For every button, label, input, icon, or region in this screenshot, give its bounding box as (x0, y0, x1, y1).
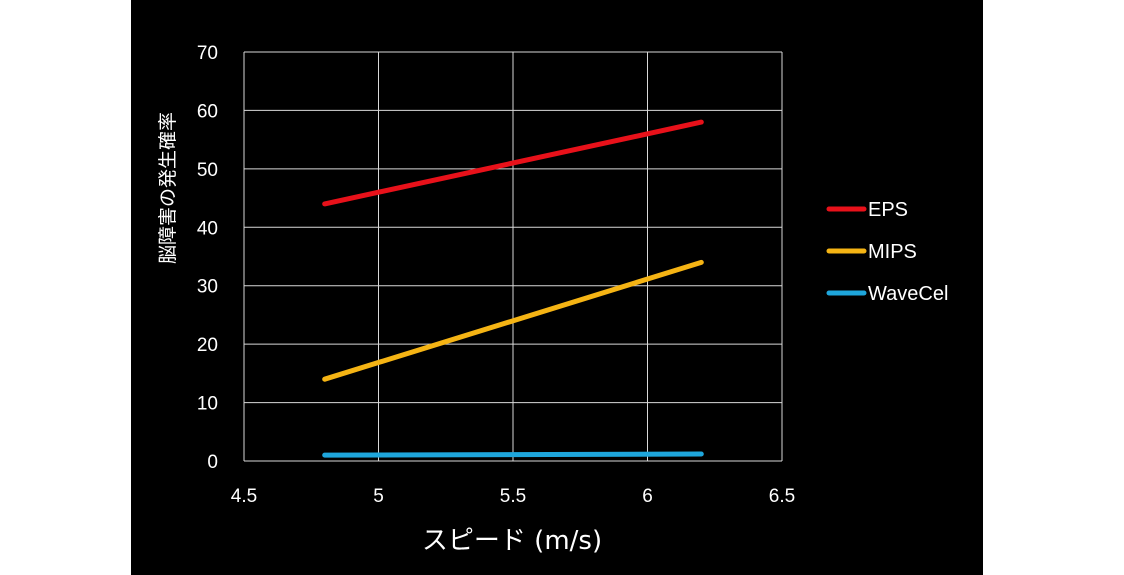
tick-labels: 0 10 20 30 40 50 60 70 4.5 5 5.5 6 6.5 (197, 43, 795, 507)
y-tick-label: 40 (197, 218, 218, 239)
gridlines (243, 51, 783, 462)
legend: EPS MIPS WaveCel (826, 199, 948, 305)
legend-label-eps: EPS (868, 199, 908, 221)
y-tick-label: 60 (197, 101, 218, 122)
legend-label-mips: MIPS (868, 241, 917, 263)
series-line-eps (322, 119, 704, 207)
y-tick-label: 0 (207, 452, 218, 473)
x-tick-label: 5.5 (500, 486, 526, 507)
series-line-wavecel (322, 451, 704, 458)
series-lines (322, 119, 704, 458)
y-tick-label: 70 (197, 43, 218, 64)
series-line-mips (322, 259, 704, 382)
x-tick-label: 4.5 (231, 486, 257, 507)
x-tick-label: 6.5 (769, 486, 795, 507)
x-tick-label: 5 (373, 486, 384, 507)
legend-label-wavecel: WaveCel (868, 283, 948, 305)
y-tick-label: 30 (197, 277, 218, 298)
x-axis-title: スピード (m/s) (422, 526, 602, 556)
y-tick-label: 10 (197, 394, 218, 415)
x-tick-label: 6 (642, 486, 653, 507)
y-axis-title: 脳障害の発生確率 (157, 112, 179, 264)
chart-background (131, 0, 983, 575)
y-tick-label: 20 (197, 335, 218, 356)
y-tick-label: 50 (197, 160, 218, 181)
